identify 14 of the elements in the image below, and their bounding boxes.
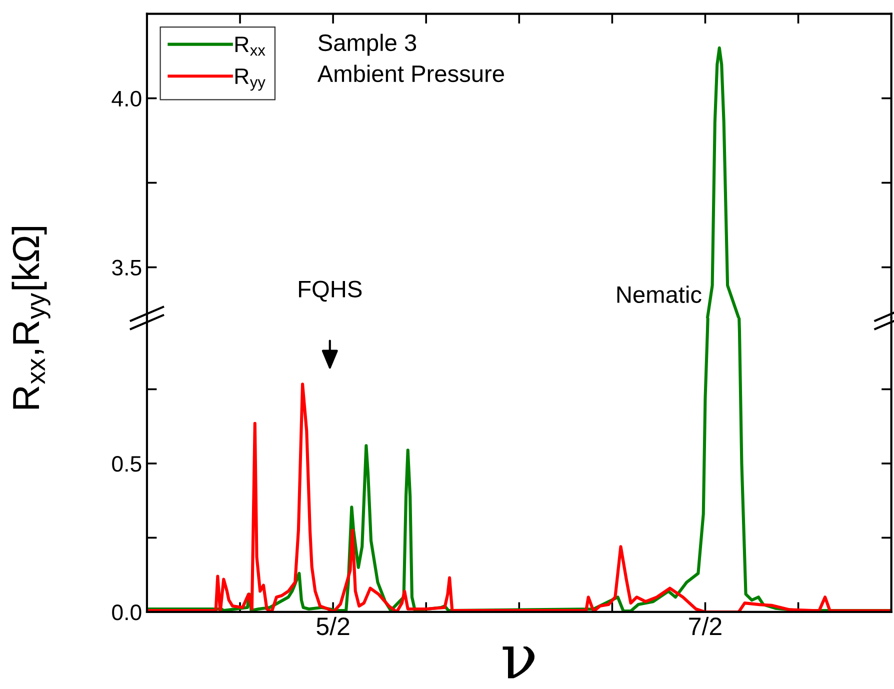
legend-label: R$_{yy}$ xyxy=(235,68,266,91)
y-tick-label: 3.5 xyxy=(112,260,142,276)
y-axis-title: R$_{xx}$,R$_{yy}$[kΩ] xyxy=(12,227,50,409)
y-tick-label: 0.5 xyxy=(112,456,142,472)
annotation: FQHS xyxy=(299,280,362,302)
annotation: Ambient Pressure xyxy=(317,64,504,82)
x-tick-label: 5/2 xyxy=(316,616,350,636)
y-tick-label: 4.0 xyxy=(112,90,142,107)
annotation: Nematic xyxy=(617,286,702,304)
x-tick-label: 7/2 xyxy=(689,616,722,636)
annotation: Sample 3 xyxy=(318,34,416,56)
y-tick-label: 0.0 xyxy=(112,604,142,620)
x-axis-title: ν xyxy=(502,646,534,678)
legend-label: R$_{xx}$ xyxy=(235,36,266,56)
